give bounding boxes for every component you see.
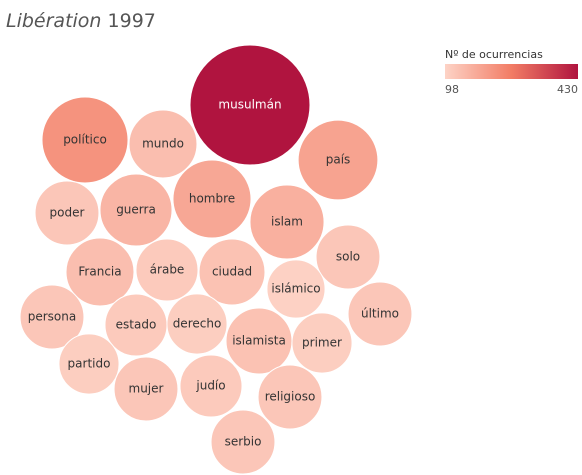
legend-min: 98 xyxy=(445,83,459,96)
bubble-label: islamista xyxy=(232,334,286,348)
bubble-label: político xyxy=(63,133,107,147)
bubble xyxy=(249,184,325,260)
bubble xyxy=(99,173,173,247)
bubble xyxy=(210,409,276,475)
bubble xyxy=(58,333,120,395)
bubble-label: hombre xyxy=(189,192,235,206)
legend-title: Nº de ocurrencias xyxy=(445,48,543,61)
bubble-label: mujer xyxy=(129,382,164,396)
bubble xyxy=(315,224,381,290)
bubble-label: poder xyxy=(50,206,85,220)
bubble-label: estado xyxy=(116,318,157,332)
bubble-label: mundo xyxy=(142,137,184,151)
bubble-label: musulmán xyxy=(218,98,281,112)
bubble-label: judío xyxy=(195,379,225,393)
bubble-label: derecho xyxy=(173,317,222,331)
bubble xyxy=(257,364,323,430)
bubble xyxy=(41,96,129,184)
bubble xyxy=(291,312,353,374)
bubble-label: guerra xyxy=(116,203,156,217)
bubble-label: Francia xyxy=(78,265,121,279)
bubble-label: último xyxy=(361,307,399,321)
bubble xyxy=(34,180,100,246)
bubble xyxy=(297,119,379,201)
bubble-label: islam xyxy=(271,215,303,229)
bubble xyxy=(135,238,199,302)
bubble-label: partido xyxy=(68,357,111,371)
bubble xyxy=(189,44,311,166)
bubble xyxy=(113,356,179,422)
bubble-label: serbio xyxy=(225,435,262,449)
bubble-label: solo xyxy=(336,250,360,264)
title-year: 1997 xyxy=(108,10,156,32)
bubble-label: religioso xyxy=(265,390,316,404)
bubble-label: país xyxy=(326,153,351,167)
bubble xyxy=(266,259,326,319)
bubble xyxy=(172,159,252,239)
bubble-label: árabe xyxy=(150,263,185,277)
bubble-label: primer xyxy=(302,336,342,350)
bubble xyxy=(198,238,266,306)
bubble xyxy=(166,293,228,355)
bubble xyxy=(65,237,135,307)
bubble-label: persona xyxy=(28,310,77,324)
bubble-label: ciudad xyxy=(212,265,252,279)
bubble xyxy=(347,281,413,347)
bubble-label: islámico xyxy=(271,282,320,296)
legend-max: 430 xyxy=(557,83,578,96)
title-name: Libération xyxy=(6,10,101,32)
chart-title: Libération 1997 xyxy=(6,10,156,32)
bubble xyxy=(19,284,85,350)
bubble xyxy=(179,354,243,418)
legend-ramp xyxy=(445,64,578,79)
bubble xyxy=(128,109,198,179)
